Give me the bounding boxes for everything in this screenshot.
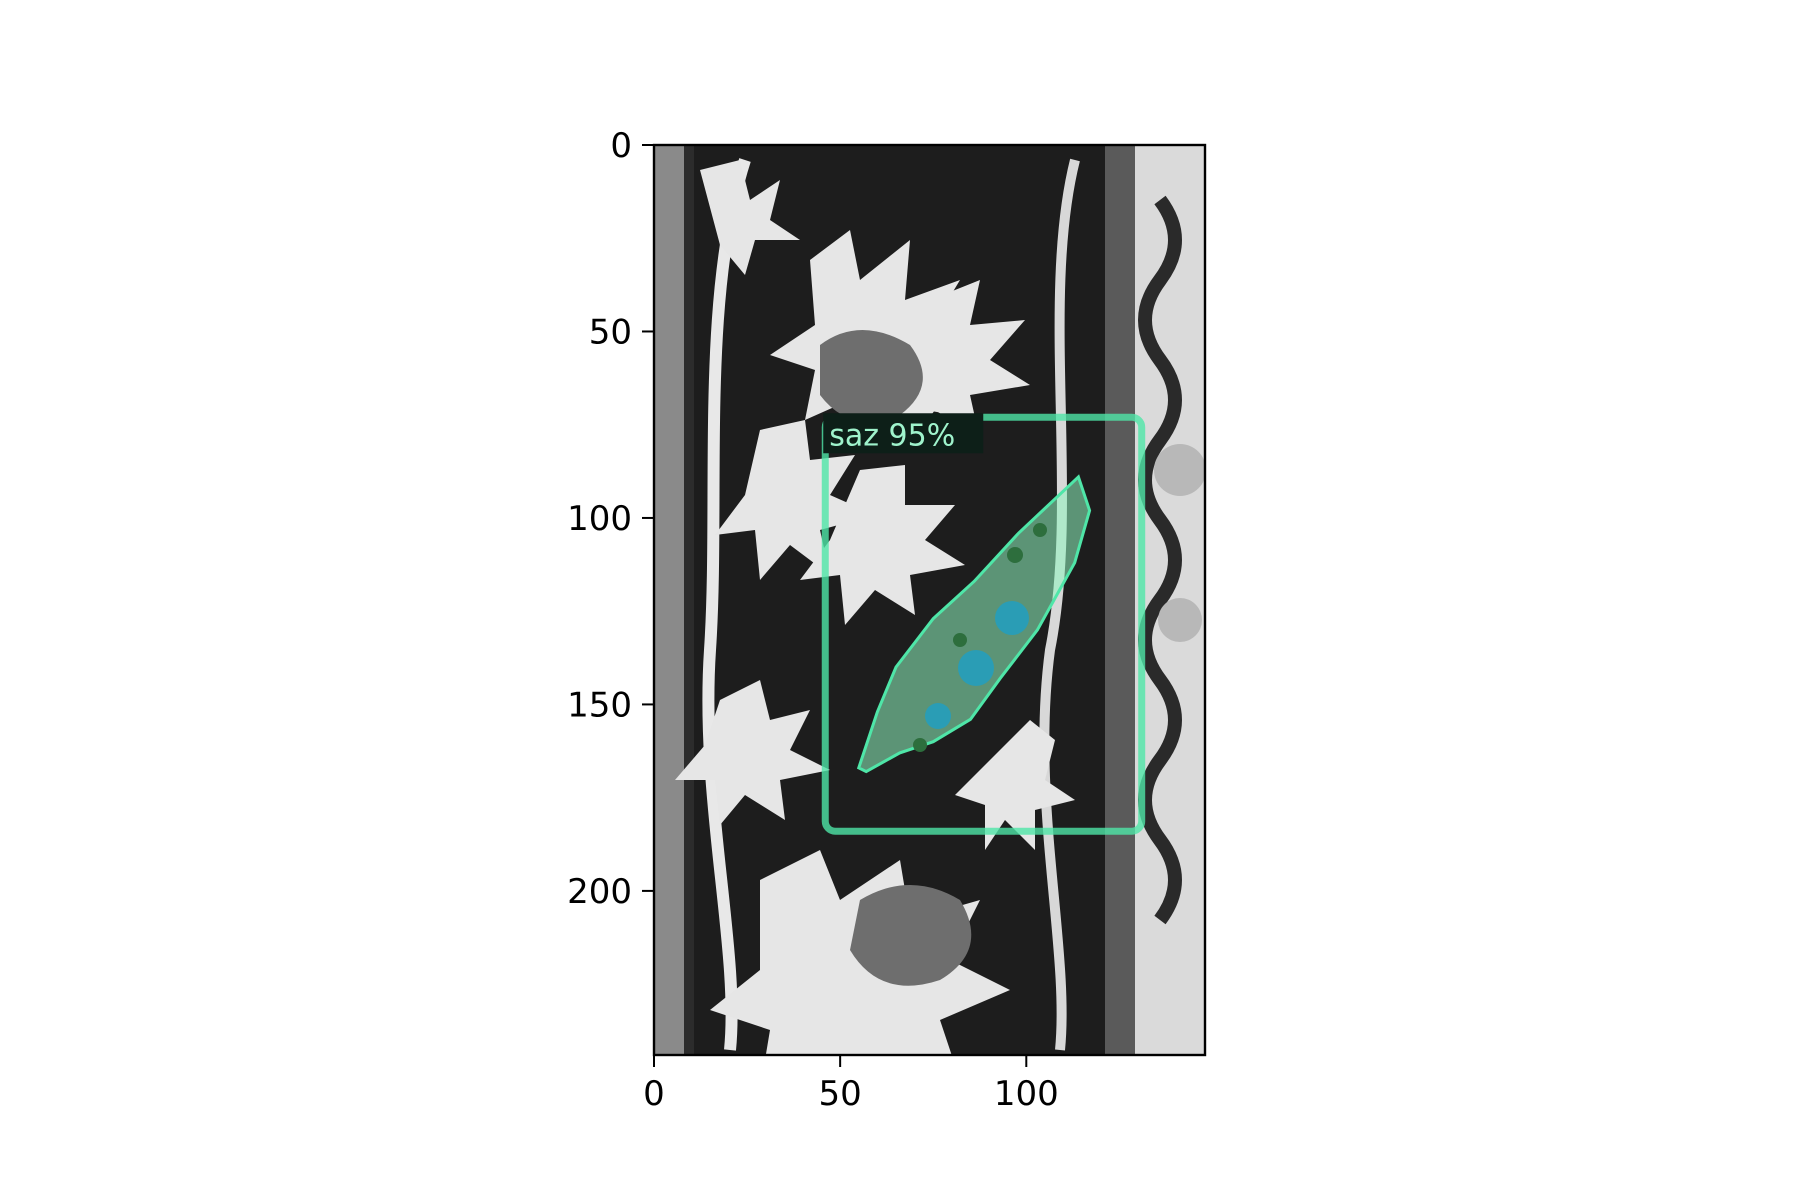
mask-spots — [913, 523, 1047, 752]
tile-photograph — [654, 145, 1205, 1055]
x-axis: 0 50 100 — [643, 1055, 1059, 1114]
bounding-box — [821, 413, 1146, 835]
y-axis: 0 50 100 150 200 — [567, 126, 654, 912]
x-tick-label: 100 — [994, 1074, 1059, 1114]
y-tick-label: 0 — [610, 126, 632, 166]
y-tick-label: 50 — [589, 312, 632, 352]
y-tick-label: 150 — [567, 685, 632, 725]
y-tick-label: 200 — [567, 872, 632, 912]
axes-frame — [652, 143, 1207, 1057]
x-tick-label: 0 — [643, 1074, 665, 1114]
detection-label: saz 95% — [829, 418, 955, 453]
y-tick-label: 100 — [567, 499, 632, 539]
segmentation-mask — [856, 474, 1092, 774]
detection-overlay: saz 95% — [821, 413, 1146, 835]
x-tick-label: 50 — [819, 1074, 862, 1114]
detection-label-background — [823, 413, 984, 454]
